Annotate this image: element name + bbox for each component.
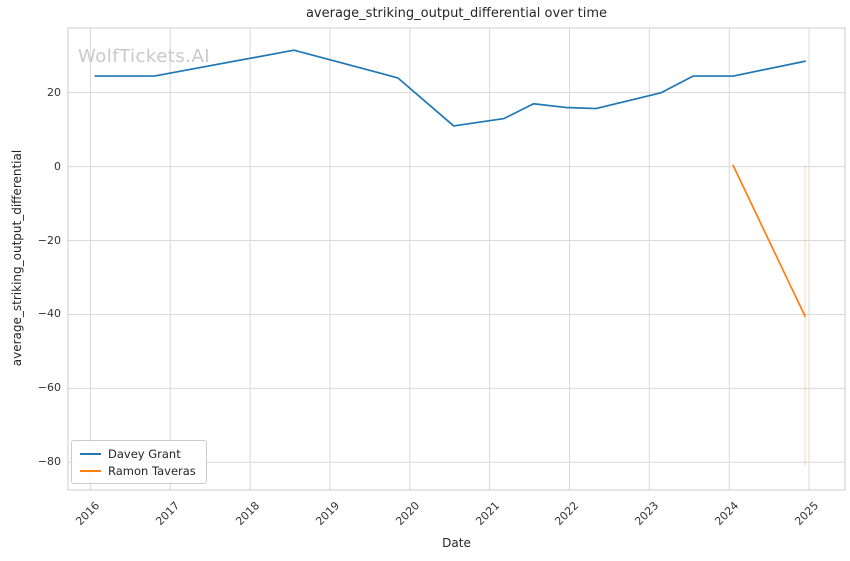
legend-label: Davey Grant <box>108 446 181 461</box>
y-tick-label: −80 <box>37 455 61 469</box>
legend-label: Ramon Taveras <box>108 463 196 478</box>
x-axis-label: Date <box>442 536 471 550</box>
watermark: WolfTickets.AI <box>78 46 211 67</box>
series-line-davey-grant <box>94 49 806 127</box>
legend-line-swatch <box>80 469 101 472</box>
y-tick-label: 0 <box>54 159 61 173</box>
legend-item-davey-grant: Davey Grant <box>80 445 196 462</box>
legend: Davey Grant Ramon Taveras <box>71 440 207 484</box>
y-tick-label: −20 <box>37 233 61 247</box>
y-tick-label: −40 <box>37 307 61 321</box>
legend-line-swatch <box>80 452 101 455</box>
y-tick-label: 20 <box>47 85 61 99</box>
series-line-ramon-taveras <box>732 164 806 318</box>
y-tick-label: −60 <box>37 381 61 395</box>
legend-item-ramon-taveras: Ramon Taveras <box>80 462 196 479</box>
chart-title: average_striking_output_differential ove… <box>305 6 608 21</box>
plot-spines <box>67 27 846 491</box>
y-axis-label: average_striking_output_differential <box>10 149 24 367</box>
